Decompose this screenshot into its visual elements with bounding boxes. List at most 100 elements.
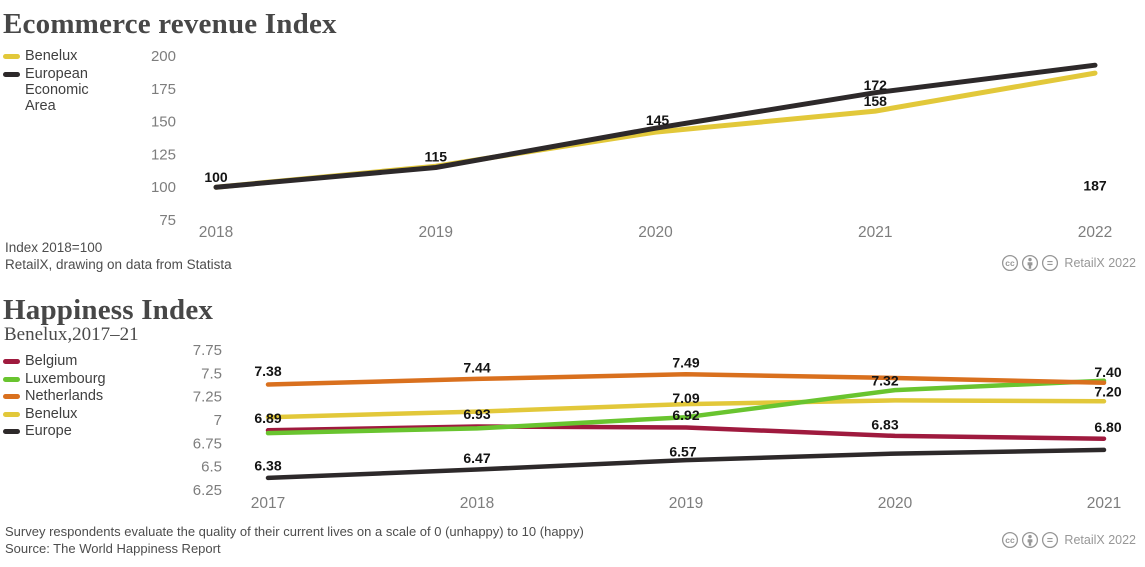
svg-text:cc: cc — [1006, 535, 1016, 545]
chart2-title: Happiness Index — [3, 294, 214, 326]
chart-0: 200 175 150 125 100 75 2018 2019 2020 2021 2022 100… — [151, 48, 1112, 241]
legend-swatch-icon — [3, 394, 20, 399]
data-label: 7.38 — [254, 363, 281, 379]
data-label: 6.92 — [672, 407, 699, 423]
data-label: 145 — [646, 112, 670, 128]
series-line-european-economic-area — [213, 62, 1098, 190]
license-badge-bottom: cc = RetailX 2022 — [1001, 531, 1136, 549]
chart2-legend: Belgium Luxembourg Netherlands Benelux Europ… — [3, 353, 106, 441]
chart1-footnote: Index 2018=100 RetailX, drawing on data … — [5, 239, 232, 273]
x-tick-label: 2020 — [878, 495, 913, 512]
legend-item-europe: Europe — [3, 423, 105, 439]
data-label: 6.93 — [463, 406, 490, 422]
chart1-title: Ecommerce revenue Index — [3, 8, 337, 40]
x-tick-label: 2022 — [1078, 224, 1112, 241]
series-line-luxembourg — [265, 378, 1107, 436]
legend-item-benelux: Benelux — [3, 48, 105, 64]
credit-text-top: RetailX 2022 — [1064, 256, 1136, 270]
legend-item-european-economic-area: European Economic Area — [3, 66, 105, 114]
legend-item-benelux: Benelux — [3, 406, 105, 422]
legend-label: Benelux — [25, 48, 78, 64]
data-label: 6.47 — [463, 450, 490, 466]
cc-icon — [1002, 531, 1019, 549]
data-label: 7.49 — [672, 355, 699, 371]
attribution-icon — [1022, 531, 1039, 549]
cc-icon — [1002, 254, 1019, 272]
series-line-netherlands — [265, 372, 1107, 387]
x-tick-label: 2019 — [669, 495, 703, 512]
y-tick-label: 7.25 — [193, 389, 222, 406]
y-tick-label: 200 — [151, 48, 176, 65]
y-tick-label: 7.5 — [201, 365, 222, 382]
data-label: 6.57 — [669, 443, 696, 459]
y-tick-label: 175 — [151, 81, 176, 98]
y-tick-label: 6.25 — [193, 482, 222, 499]
x-tick-label: 2019 — [419, 224, 453, 241]
legend-label: Benelux — [25, 405, 78, 422]
cc-license-icons: cc = — [1002, 254, 1059, 272]
legend-label: Luxembourg — [25, 370, 106, 387]
legend-swatch-icon — [3, 376, 20, 382]
legend-label: Netherlands — [25, 388, 104, 404]
x-tick-label: 2020 — [638, 224, 673, 241]
legend-item-belgium: Belgium — [3, 353, 105, 369]
legend-item-netherlands: Netherlands — [3, 388, 105, 404]
legend-label: European Economic Area — [25, 66, 89, 114]
data-label: 7.20 — [1094, 384, 1121, 400]
no-derivatives-icon — [1042, 254, 1059, 272]
chart1-footnote-line1: Index 2018=100 — [5, 240, 103, 255]
chart2-subtitle: Benelux,2017–21 — [4, 324, 139, 345]
credit-text-bottom: RetailX 2022 — [1064, 533, 1136, 547]
legend-swatch-icon — [3, 359, 20, 364]
svg-text:cc: cc — [1006, 258, 1016, 268]
no-derivatives-icon — [1042, 531, 1059, 549]
x-tick-label: 2021 — [1087, 495, 1121, 512]
legend-label: Europe — [25, 423, 72, 439]
attribution-icon — [1022, 254, 1039, 272]
y-tick-label: 6.5 — [201, 459, 222, 476]
data-label: 7.40 — [1094, 364, 1121, 380]
chart2-footnote-line2: Source: The World Happiness Report — [5, 540, 221, 556]
data-label: 6.83 — [871, 416, 898, 432]
legend-swatch-icon — [3, 429, 20, 434]
data-label: 7.44 — [463, 359, 490, 375]
chart1-legend: Benelux European Economic Area — [3, 48, 105, 116]
y-tick-label: 6.75 — [193, 435, 222, 452]
legend-swatch-icon — [3, 411, 20, 417]
x-tick-label: 2018 — [199, 224, 233, 241]
legend-swatch-icon — [3, 54, 20, 59]
legend-item-luxembourg: Luxembourg — [3, 370, 106, 387]
data-label: 115 — [424, 149, 447, 165]
x-tick-label: 2017 — [251, 495, 285, 512]
data-label: 6.38 — [254, 457, 281, 473]
chart2-footnote: Survey respondents evaluate the quality … — [5, 524, 584, 557]
data-label: 158 — [864, 93, 888, 109]
y-tick-label: 7 — [214, 412, 222, 429]
data-label: 6.89 — [254, 410, 281, 426]
svg-text:=: = — [1047, 535, 1053, 547]
x-tick-label: 2021 — [858, 224, 892, 241]
data-label: 187 — [1083, 177, 1107, 193]
legend-label: Belgium — [25, 353, 78, 369]
cc-license-icons: cc = — [1002, 531, 1059, 549]
x-tick-label: 2018 — [460, 495, 494, 512]
data-label: 7.32 — [871, 372, 898, 388]
data-label: 6.80 — [1094, 419, 1121, 435]
y-tick-label: 125 — [151, 146, 176, 163]
data-label: 100 — [204, 169, 228, 185]
chart-1: 7.75 7.5 7.25 7 6.75 6.5 6.25 2017 2018 2019 2020 2… — [193, 342, 1122, 512]
y-tick-label: 100 — [151, 179, 176, 196]
series-line-europe — [265, 447, 1107, 481]
y-tick-label: 7.75 — [193, 342, 222, 359]
data-label: 172 — [864, 77, 888, 93]
chart2-footnote-line1: Survey respondents evaluate the quality … — [5, 524, 584, 539]
legend-swatch-icon — [3, 72, 20, 77]
chart1-footnote-line2: RetailX, drawing on data from Statista — [5, 257, 232, 272]
data-label: 7.09 — [672, 390, 699, 406]
license-badge-top: cc = RetailX 2022 — [1001, 254, 1136, 272]
series-line-benelux — [265, 398, 1107, 420]
svg-text:=: = — [1047, 258, 1053, 270]
y-tick-label: 75 — [159, 212, 176, 229]
